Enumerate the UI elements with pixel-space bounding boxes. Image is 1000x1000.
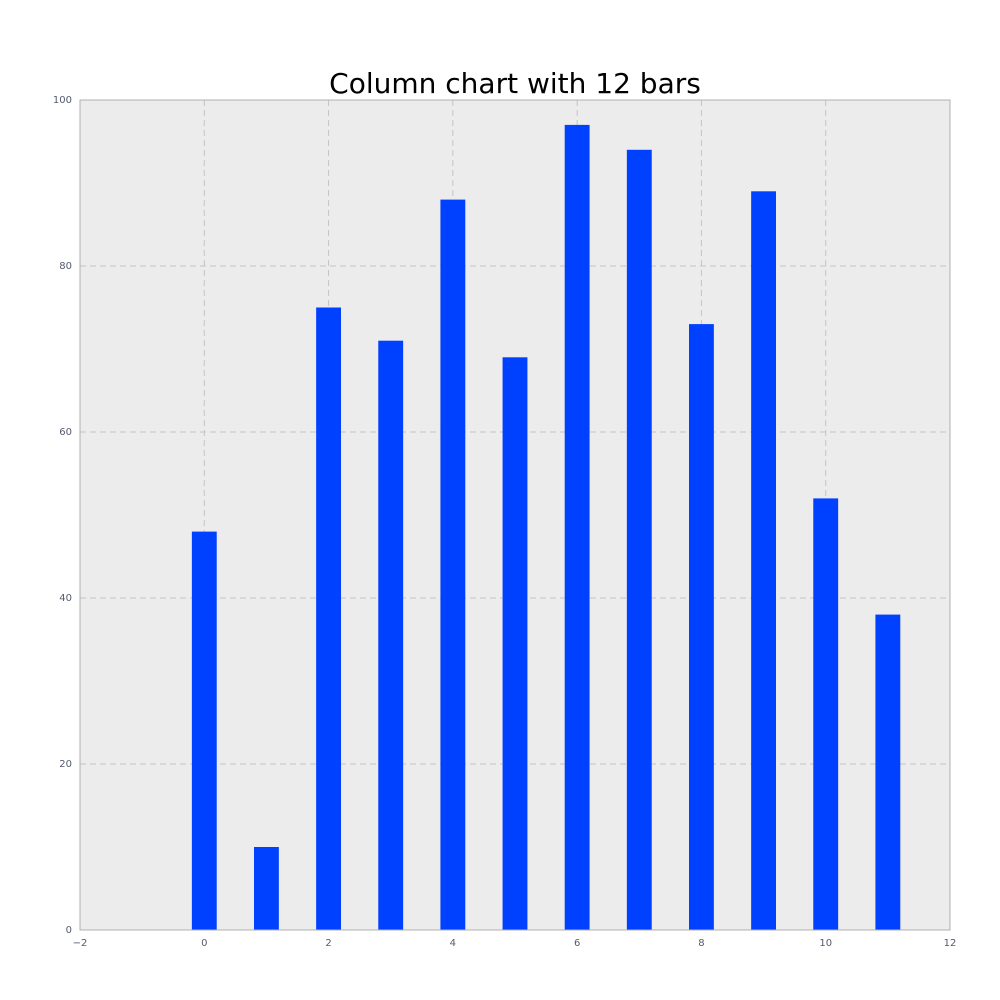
bar-11: [875, 614, 901, 930]
bar-0: [191, 531, 217, 930]
y-tick-label: 80: [59, 261, 72, 272]
y-tick-label: 0: [66, 925, 72, 936]
bar-2: [316, 307, 341, 930]
y-tick-label: 100: [53, 95, 72, 106]
bar-5: [502, 357, 528, 930]
bar-7: [626, 149, 652, 931]
bar-4: [440, 199, 466, 931]
x-tick-label: 12: [944, 938, 957, 949]
bar-6: [564, 124, 590, 930]
x-tick-label: 0: [201, 938, 207, 949]
x-tick-label: 6: [574, 938, 580, 949]
bar-1: [254, 847, 279, 930]
bar-10: [813, 498, 839, 930]
x-tick-label: 4: [450, 938, 456, 949]
chart-title: Column chart with 12 bars: [329, 67, 701, 100]
x-tick-label: −2: [73, 938, 88, 949]
x-tick-label: 8: [698, 938, 704, 949]
y-tick-label: 60: [59, 427, 72, 438]
y-tick-label: 20: [59, 759, 72, 770]
y-tick-label: 40: [59, 593, 72, 604]
x-tick-label: 10: [819, 938, 832, 949]
x-tick-label: 2: [325, 938, 331, 949]
bar-8: [689, 324, 714, 931]
bar-9: [751, 191, 776, 931]
bar-3: [378, 340, 404, 930]
axes-frame: [79, 99, 951, 931]
